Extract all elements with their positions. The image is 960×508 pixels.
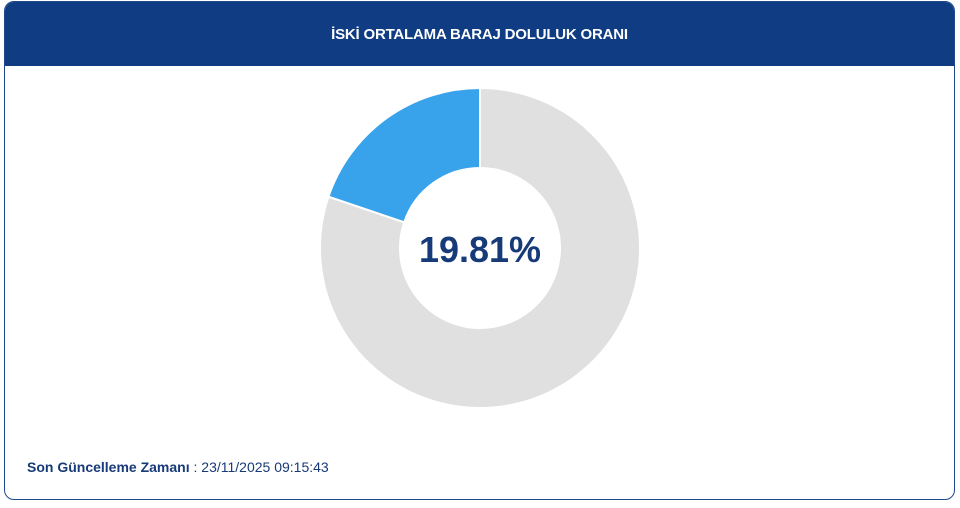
last-update: Son Güncelleme Zamanı : 23/11/2025 09:15… bbox=[27, 459, 329, 475]
donut-slice-empty bbox=[319, 86, 641, 409]
center-percentage-label: 19.81% bbox=[419, 229, 541, 270]
last-update-label: Son Güncelleme Zamanı bbox=[27, 459, 190, 475]
last-update-timestamp: 23/11/2025 09:15:43 bbox=[201, 459, 329, 475]
donut-slice-filled bbox=[327, 86, 481, 224]
dam-occupancy-card: İSKİ ORTALAMA BARAJ DOLULUK ORANI Son Gü… bbox=[4, 1, 955, 500]
card-header: İSKİ ORTALAMA BARAJ DOLULUK ORANI bbox=[5, 2, 954, 66]
last-update-separator: : bbox=[189, 459, 202, 475]
card-title: İSKİ ORTALAMA BARAJ DOLULUK ORANI bbox=[331, 25, 628, 43]
